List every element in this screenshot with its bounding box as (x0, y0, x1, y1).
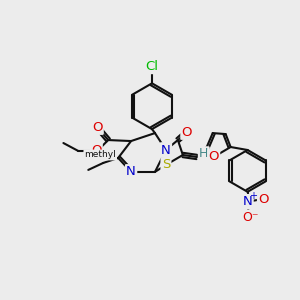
Text: N: N (126, 165, 136, 178)
Text: methyl: methyl (84, 151, 116, 160)
Text: N: N (161, 143, 171, 157)
Text: Cl: Cl (146, 60, 158, 73)
Text: H: H (199, 148, 208, 160)
Text: O: O (92, 121, 103, 134)
Text: N: N (243, 195, 252, 208)
Text: O: O (182, 126, 192, 139)
Text: O: O (258, 193, 269, 206)
Text: O: O (91, 145, 101, 158)
Text: S: S (162, 158, 170, 171)
Text: O: O (208, 151, 219, 164)
Text: O⁻: O⁻ (242, 211, 259, 224)
Text: +: + (250, 191, 257, 201)
